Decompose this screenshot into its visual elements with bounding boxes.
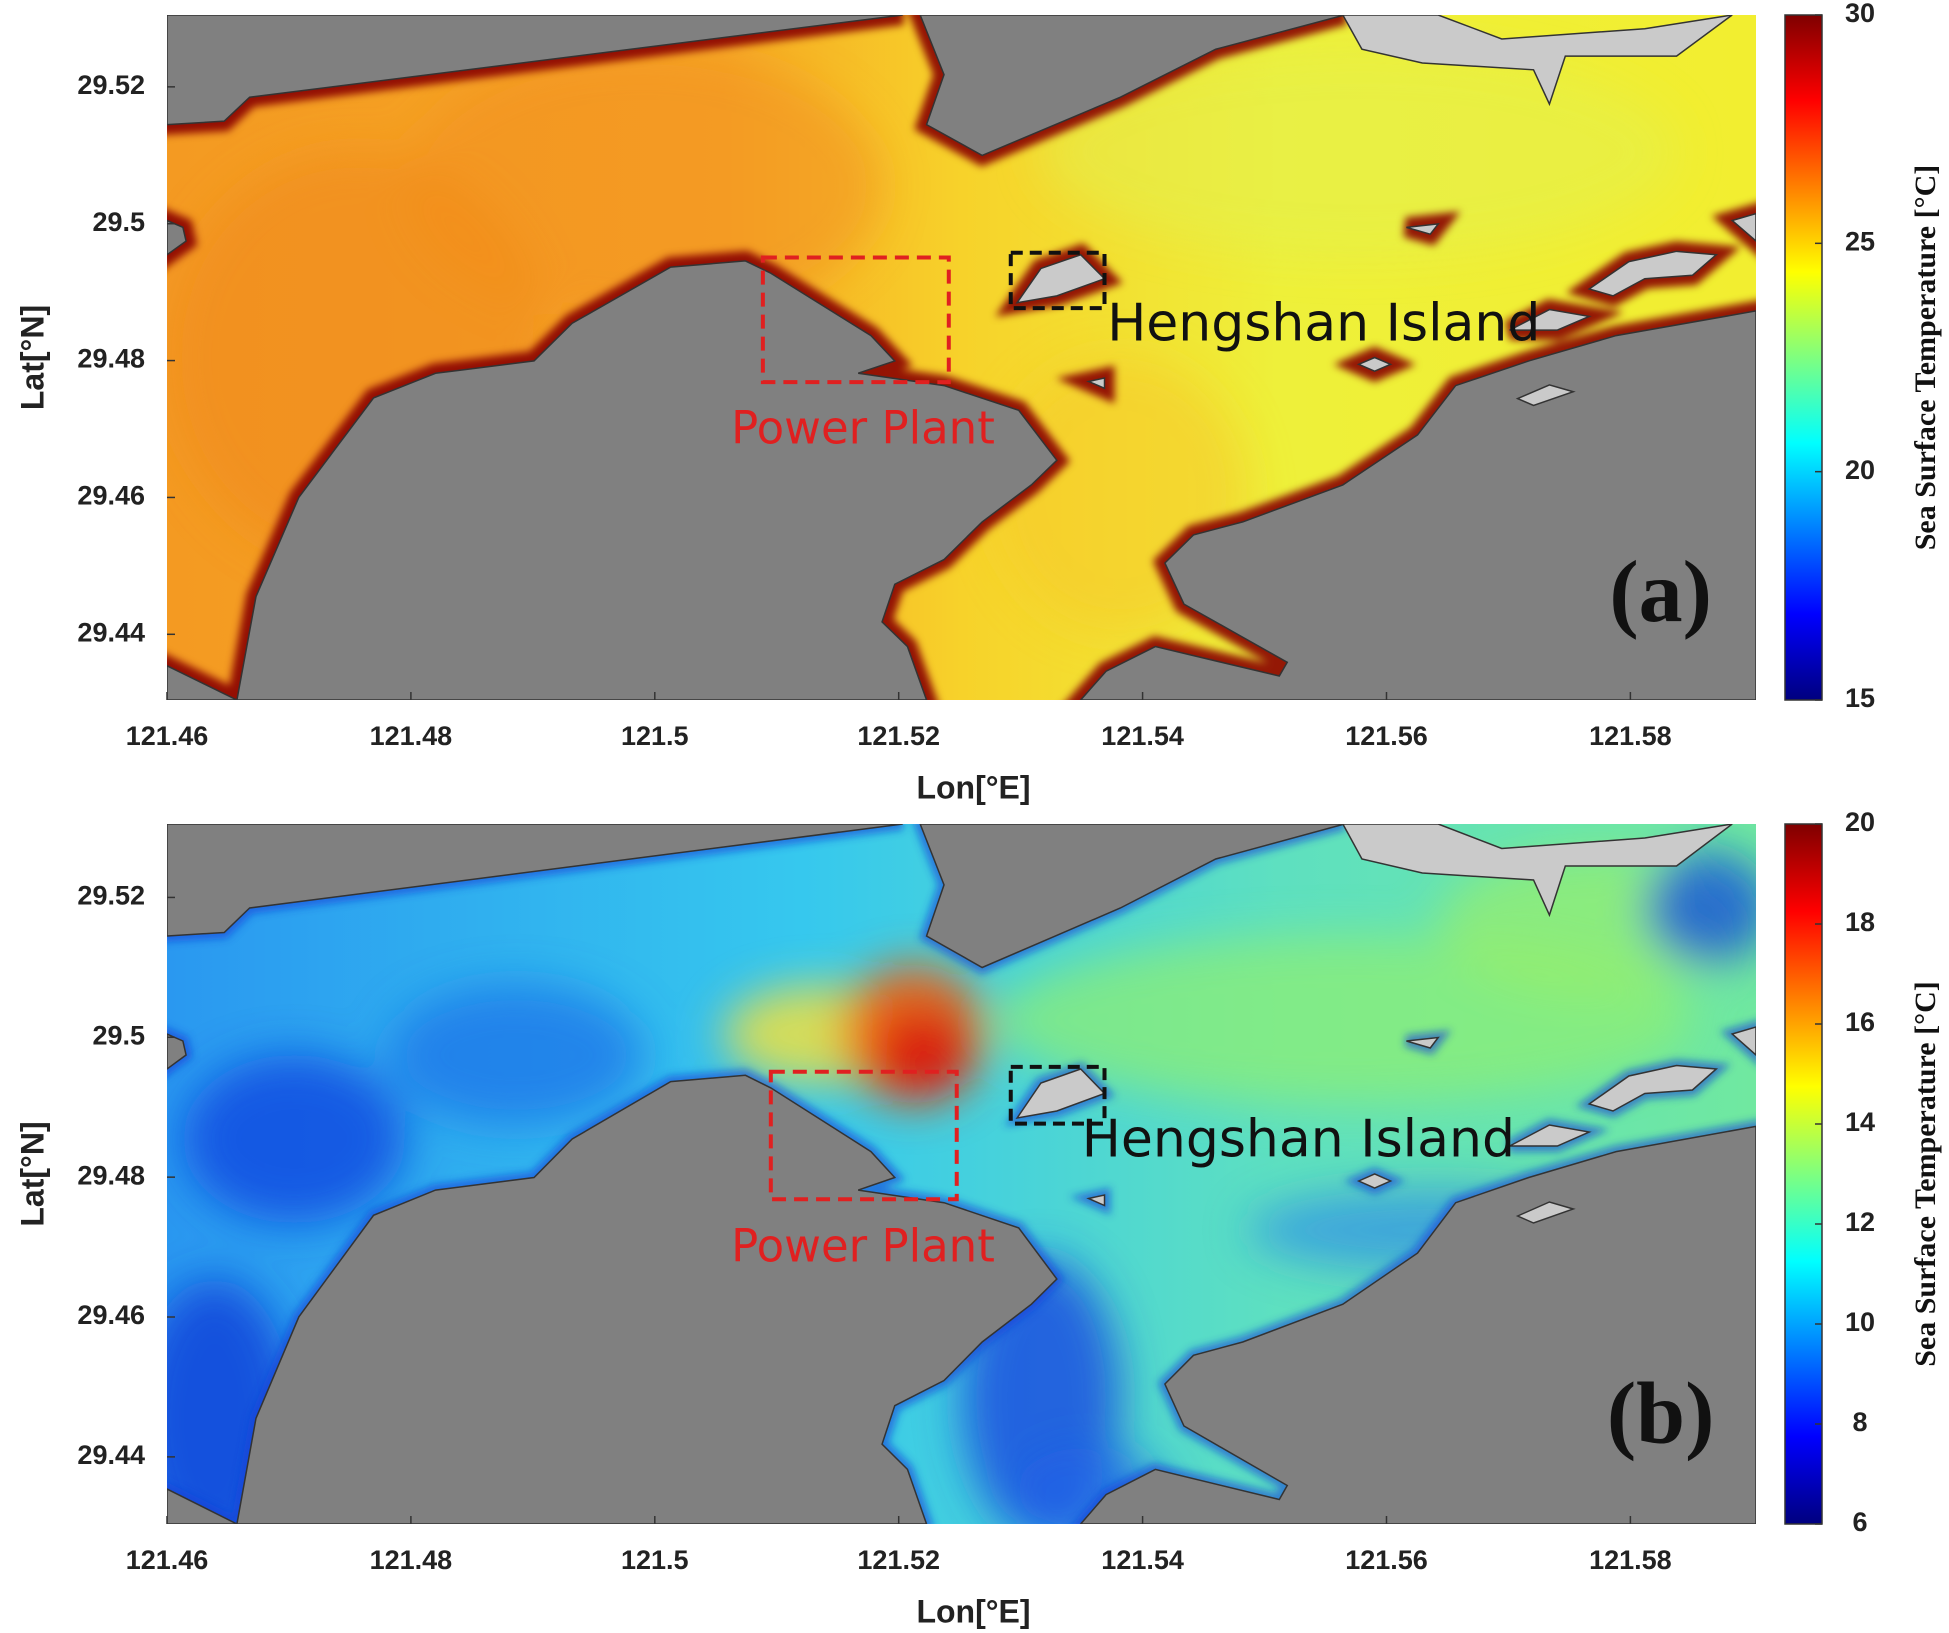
land [167, 260, 1058, 700]
x-tick-label: 121.46 [126, 1545, 209, 1575]
island-box [1008, 1064, 1107, 1126]
island [1730, 212, 1756, 243]
land [1079, 310, 1756, 700]
land [167, 219, 187, 256]
colorbar-tick-label: 15 [1845, 683, 1875, 713]
sst-patch [1040, 49, 1677, 255]
annotation: Hengshan Island [1082, 1110, 1515, 1170]
x-tick-label: 121.48 [370, 1545, 453, 1575]
x-tick-label: 121.52 [857, 1545, 940, 1575]
colorbar-tick-label: 6 [1852, 1507, 1867, 1537]
x-tick-label: 121.48 [370, 721, 453, 751]
x-axis-label: Lon[°E] [916, 769, 1030, 805]
y-tick-label: 29.52 [77, 881, 145, 911]
x-tick-label: 121.56 [1345, 1545, 1428, 1575]
island [1515, 384, 1576, 407]
island [1356, 1173, 1393, 1189]
x-tick-label: 121.56 [1345, 721, 1428, 751]
land [167, 1033, 187, 1070]
colorbar-tick-label: 20 [1845, 807, 1875, 837]
sst-patch [405, 49, 883, 324]
y-tick-label: 29.5 [92, 1020, 145, 1050]
y-tick-label: 29.52 [77, 70, 145, 100]
y-tick-label: 29.5 [92, 207, 145, 237]
colorbar-tick-label: 10 [1845, 1307, 1875, 1337]
colorbar-label: Sea Surface Temperature [°C] [1909, 981, 1942, 1367]
sst-patch [1644, 852, 1756, 964]
colorbar-tick-label: 25 [1845, 226, 1875, 256]
island [1730, 1026, 1756, 1056]
colorbar-label: Sea Surface Temperature [°C] [1909, 165, 1942, 551]
colorbar-tick-label: 16 [1845, 1007, 1875, 1037]
island [1509, 308, 1592, 331]
sst-patch [182, 1055, 406, 1223]
x-tick-label: 121.5 [621, 721, 689, 751]
island [1406, 1036, 1440, 1049]
x-tick-label: 121.54 [1101, 721, 1184, 751]
y-tick-label: 29.46 [77, 1300, 145, 1330]
plant-box [760, 255, 951, 385]
y-tick-label: 29.48 [77, 344, 145, 374]
x-axis-label: Lon[°E] [916, 1593, 1030, 1629]
colorbar-tick-label: 20 [1845, 455, 1875, 485]
colorbar [1784, 14, 1823, 701]
land [1079, 1125, 1756, 1524]
island [1342, 824, 1733, 918]
y-axis-label: Lat[°N] [14, 305, 50, 410]
colorbar-tick-label: 30 [1845, 0, 1875, 28]
annotation: Power Plant [731, 401, 995, 454]
island [1086, 377, 1106, 390]
panel-label: (b) [1607, 1366, 1715, 1463]
island [1515, 1201, 1576, 1224]
land [167, 1074, 1058, 1524]
plant-box [768, 1069, 959, 1202]
y-tick-label: 29.44 [77, 617, 145, 647]
island-box [1008, 250, 1107, 311]
annotation: Power Plant [731, 1220, 995, 1273]
x-tick-label: 121.46 [126, 721, 209, 751]
x-tick-label: 121.58 [1589, 721, 1672, 751]
island [1406, 222, 1440, 236]
x-tick-label: 121.52 [857, 721, 940, 751]
colorbar-tick-label: 14 [1845, 1107, 1875, 1137]
colorbar-tick-label: 12 [1845, 1207, 1875, 1237]
x-tick-label: 121.54 [1101, 1545, 1184, 1575]
colorbar-tick-label: 8 [1852, 1407, 1867, 1437]
sst-patch [389, 985, 644, 1125]
island [1356, 356, 1393, 373]
x-tick-label: 121.5 [621, 1545, 689, 1575]
y-tick-label: 29.44 [77, 1440, 145, 1470]
island [1015, 1068, 1106, 1120]
panel-label: (a) [1609, 544, 1712, 641]
land [919, 15, 1345, 157]
colorbar [1784, 823, 1823, 1525]
land [167, 824, 903, 937]
sst-patch [874, 1013, 970, 1097]
y-tick-label: 29.46 [77, 481, 145, 511]
map-panel [167, 824, 1756, 1524]
land [167, 15, 903, 126]
map-panel [167, 15, 1756, 700]
y-axis-label: Lat[°N] [14, 1121, 50, 1226]
annotation: Hengshan Island [1107, 294, 1540, 354]
x-tick-label: 121.58 [1589, 1545, 1672, 1575]
colorbar-tick-label: 18 [1845, 907, 1875, 937]
island [1086, 1194, 1106, 1207]
y-tick-label: 29.48 [77, 1160, 145, 1190]
island [1587, 1064, 1719, 1112]
land [919, 824, 1345, 969]
island [1015, 253, 1106, 304]
island [1509, 1124, 1592, 1147]
island [1342, 15, 1733, 107]
island [1587, 250, 1719, 297]
